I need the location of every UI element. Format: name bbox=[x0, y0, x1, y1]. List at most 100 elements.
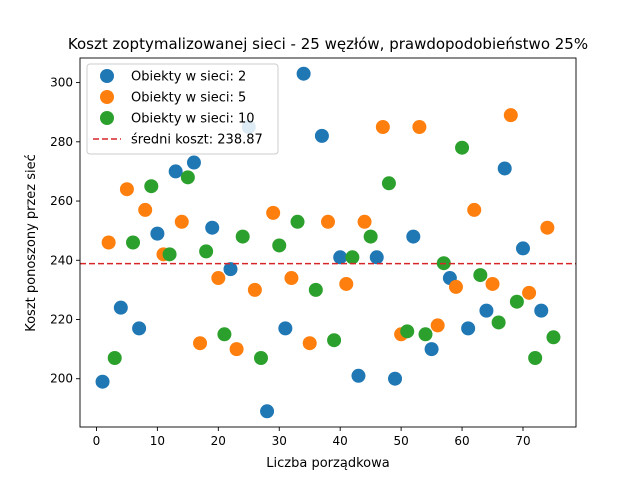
x-tick-label-10: 10 bbox=[150, 434, 165, 448]
point-s2-22 bbox=[485, 276, 500, 291]
point-s2-25 bbox=[540, 220, 555, 235]
y-tick-label-220: 220 bbox=[50, 312, 73, 326]
point-s3-3 bbox=[144, 179, 159, 194]
legend-marker-3 bbox=[100, 111, 114, 125]
point-s3-4 bbox=[162, 247, 177, 262]
point-s1-25 bbox=[534, 303, 549, 318]
y-tick-label-300: 300 bbox=[50, 76, 73, 90]
point-s1-16 bbox=[369, 250, 384, 265]
point-s1-21 bbox=[461, 321, 476, 336]
point-s3-21 bbox=[473, 268, 488, 283]
point-s1-2 bbox=[113, 300, 128, 315]
point-s2-10 bbox=[266, 205, 281, 220]
point-s2-3 bbox=[138, 202, 153, 217]
x-tick-label-50: 50 bbox=[393, 434, 408, 448]
point-s3-17 bbox=[400, 324, 415, 339]
point-s2-13 bbox=[321, 214, 335, 229]
point-s3-23 bbox=[509, 294, 524, 309]
point-s1-12 bbox=[296, 66, 311, 81]
point-s1-15 bbox=[351, 368, 366, 383]
point-s2-5 bbox=[174, 214, 189, 229]
point-s1-6 bbox=[186, 155, 201, 170]
x-tick-label-70: 70 bbox=[515, 434, 530, 448]
y-tick-label-260: 260 bbox=[50, 194, 73, 208]
point-s1-4 bbox=[150, 226, 165, 241]
point-s3-13 bbox=[327, 333, 342, 348]
point-s1-24 bbox=[515, 241, 530, 256]
x-tick-label-0: 0 bbox=[93, 434, 101, 448]
point-s3-10 bbox=[272, 238, 287, 253]
point-s2-8 bbox=[229, 342, 244, 357]
point-s2-9 bbox=[247, 282, 262, 297]
point-s3-18 bbox=[418, 327, 433, 342]
point-s3-24 bbox=[528, 350, 543, 365]
point-s1-18 bbox=[406, 229, 421, 244]
point-s3-2 bbox=[126, 235, 141, 250]
point-s1-23 bbox=[497, 161, 512, 176]
point-s1-17 bbox=[388, 371, 403, 386]
point-s2-20 bbox=[448, 279, 463, 294]
point-s3-5 bbox=[180, 170, 195, 185]
point-s2-15 bbox=[357, 214, 372, 229]
point-s3-14 bbox=[345, 250, 360, 265]
legend-label-1: Obiekty w sieci: 2 bbox=[131, 70, 246, 85]
y-tick-label-200: 200 bbox=[50, 372, 73, 386]
x-tick-label-20: 20 bbox=[211, 434, 226, 448]
point-s3-15 bbox=[363, 229, 378, 244]
point-s2-24 bbox=[522, 285, 537, 300]
point-s2-19 bbox=[430, 318, 445, 333]
point-s1-13 bbox=[314, 128, 329, 143]
legend-label-3: Obiekty w sieci: 10 bbox=[131, 112, 255, 127]
point-s2-2 bbox=[119, 182, 134, 197]
point-s2-1 bbox=[101, 235, 116, 250]
point-s1-5 bbox=[168, 164, 183, 179]
legend: Obiekty w sieci: 2 Obiekty w sieci: 5 Obie… bbox=[86, 63, 279, 155]
point-s2-7 bbox=[211, 271, 226, 286]
legend-marker-1 bbox=[100, 69, 114, 83]
point-s2-16 bbox=[375, 120, 390, 135]
point-s1-22 bbox=[479, 303, 494, 318]
legend-marker-2 bbox=[100, 90, 114, 104]
point-s3-1 bbox=[107, 350, 122, 365]
point-s2-21 bbox=[467, 202, 482, 217]
x-tick-label-60: 60 bbox=[454, 434, 469, 448]
plot-area bbox=[79, 57, 577, 428]
point-s2-6 bbox=[193, 336, 208, 351]
point-s1-1 bbox=[95, 374, 110, 389]
point-s2-18 bbox=[412, 120, 427, 135]
point-s2-23 bbox=[503, 108, 518, 123]
point-s2-12 bbox=[302, 336, 317, 351]
point-s3-6 bbox=[199, 244, 214, 259]
y-tick-label-240: 240 bbox=[50, 253, 73, 267]
legend-label-2: Obiekty w sieci: 5 bbox=[131, 91, 246, 106]
point-s3-12 bbox=[308, 282, 323, 297]
point-s3-7 bbox=[217, 327, 232, 342]
point-s3-20 bbox=[455, 140, 470, 155]
legend-label-4: średni koszt: 238.87 bbox=[131, 133, 263, 148]
y-tick-label-280: 280 bbox=[50, 135, 73, 149]
point-s3-11 bbox=[290, 214, 305, 229]
point-s1-3 bbox=[132, 321, 147, 336]
chart-title: Koszt zoptymalizowanej sieci - 25 węzłów… bbox=[68, 35, 588, 53]
point-s3-25 bbox=[546, 330, 561, 345]
point-s1-14 bbox=[333, 250, 348, 265]
point-s2-14 bbox=[339, 276, 354, 291]
point-s3-8 bbox=[235, 229, 250, 244]
legend-box bbox=[86, 63, 279, 155]
point-s1-7 bbox=[205, 220, 220, 235]
x-axis: 0 10 20 30 40 50 60 70 bbox=[93, 427, 531, 448]
point-s3-22 bbox=[491, 315, 506, 330]
point-s1-8 bbox=[223, 262, 238, 277]
data-points bbox=[95, 66, 561, 419]
x-tick-label-40: 40 bbox=[333, 434, 348, 448]
y-axis: 200 220 240 260 280 300 bbox=[50, 76, 80, 386]
point-s1-19 bbox=[424, 342, 439, 357]
y-axis-label: Koszt ponoszony przez sieć bbox=[24, 154, 39, 332]
point-s3-9 bbox=[253, 350, 268, 365]
point-s1-10 bbox=[260, 404, 275, 419]
plot-frame bbox=[79, 57, 577, 428]
point-s1-11 bbox=[278, 321, 293, 336]
point-s2-11 bbox=[284, 271, 299, 286]
x-axis-label: Liczba porządkowa bbox=[266, 456, 389, 471]
